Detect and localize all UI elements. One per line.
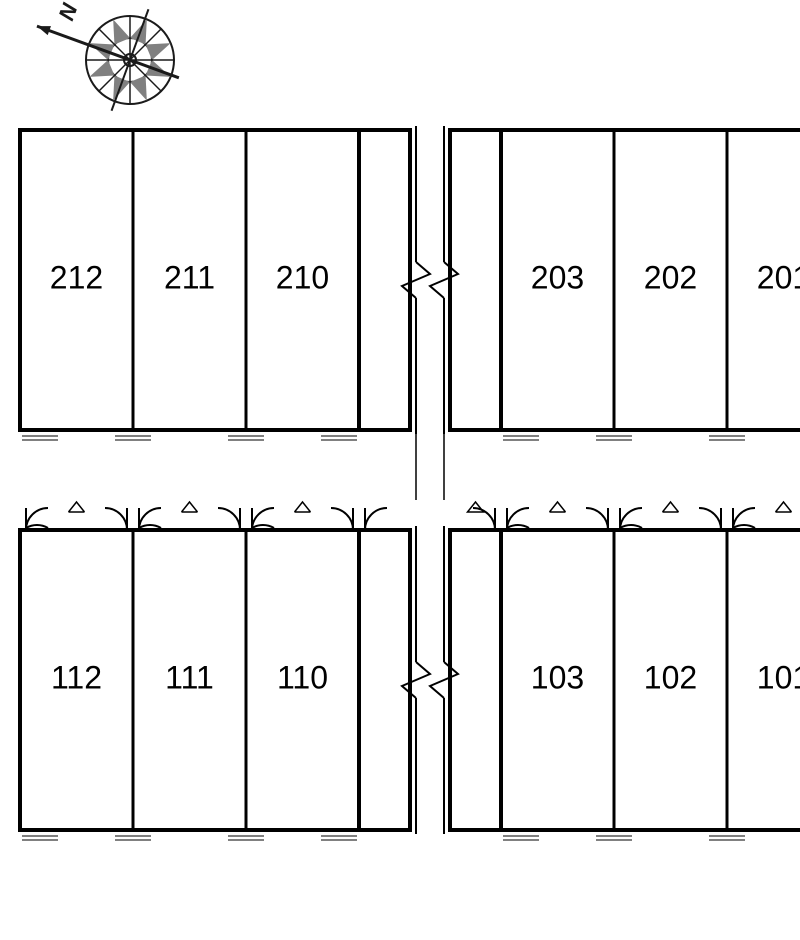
porch-marker [182,502,198,512]
door-arc [218,508,240,530]
unit-label-103: 103 [531,659,584,695]
door-arc [699,508,721,530]
unit-label-210: 210 [276,259,329,295]
door-arc [331,508,353,530]
porch-marker [550,502,566,512]
compass-n-label: N [53,0,82,24]
porch-marker [663,502,679,512]
unit-label-112: 112 [51,659,102,695]
unit-label-102: 102 [644,659,697,695]
unit-label-101: 101 [757,659,800,695]
unit-label-211: 211 [164,259,215,295]
compass-wedge [89,60,114,77]
porch-marker [295,502,311,512]
compass-wedge [130,76,147,101]
compass-wedge [146,43,171,60]
block-2F-left: 212 211 210 [20,130,359,440]
compass-wedge [113,19,130,44]
door-arc [105,508,127,530]
unit-label-212: 212 [50,259,103,295]
porch-marker [776,502,792,512]
compass-icon: N [37,0,179,111]
block-1F-left: 112 111 110 [20,502,359,840]
block-1F-right: 103 102 101 [501,502,800,840]
unit-label-203: 203 [531,259,584,295]
block-2F-right: 203 202 201 [501,130,800,440]
stub-unit [450,130,501,430]
stub-unit [450,530,501,830]
door-arc [365,508,387,530]
unit-label-202: 202 [644,259,697,295]
stub-unit [359,130,410,430]
porch-marker [69,502,85,512]
door-arc [586,508,608,530]
compass-arrowhead [37,26,51,35]
unit-label-110: 110 [277,659,328,695]
unit-label-201: 201 [757,259,800,295]
stub-unit [359,530,410,830]
unit-label-111: 111 [165,659,214,695]
